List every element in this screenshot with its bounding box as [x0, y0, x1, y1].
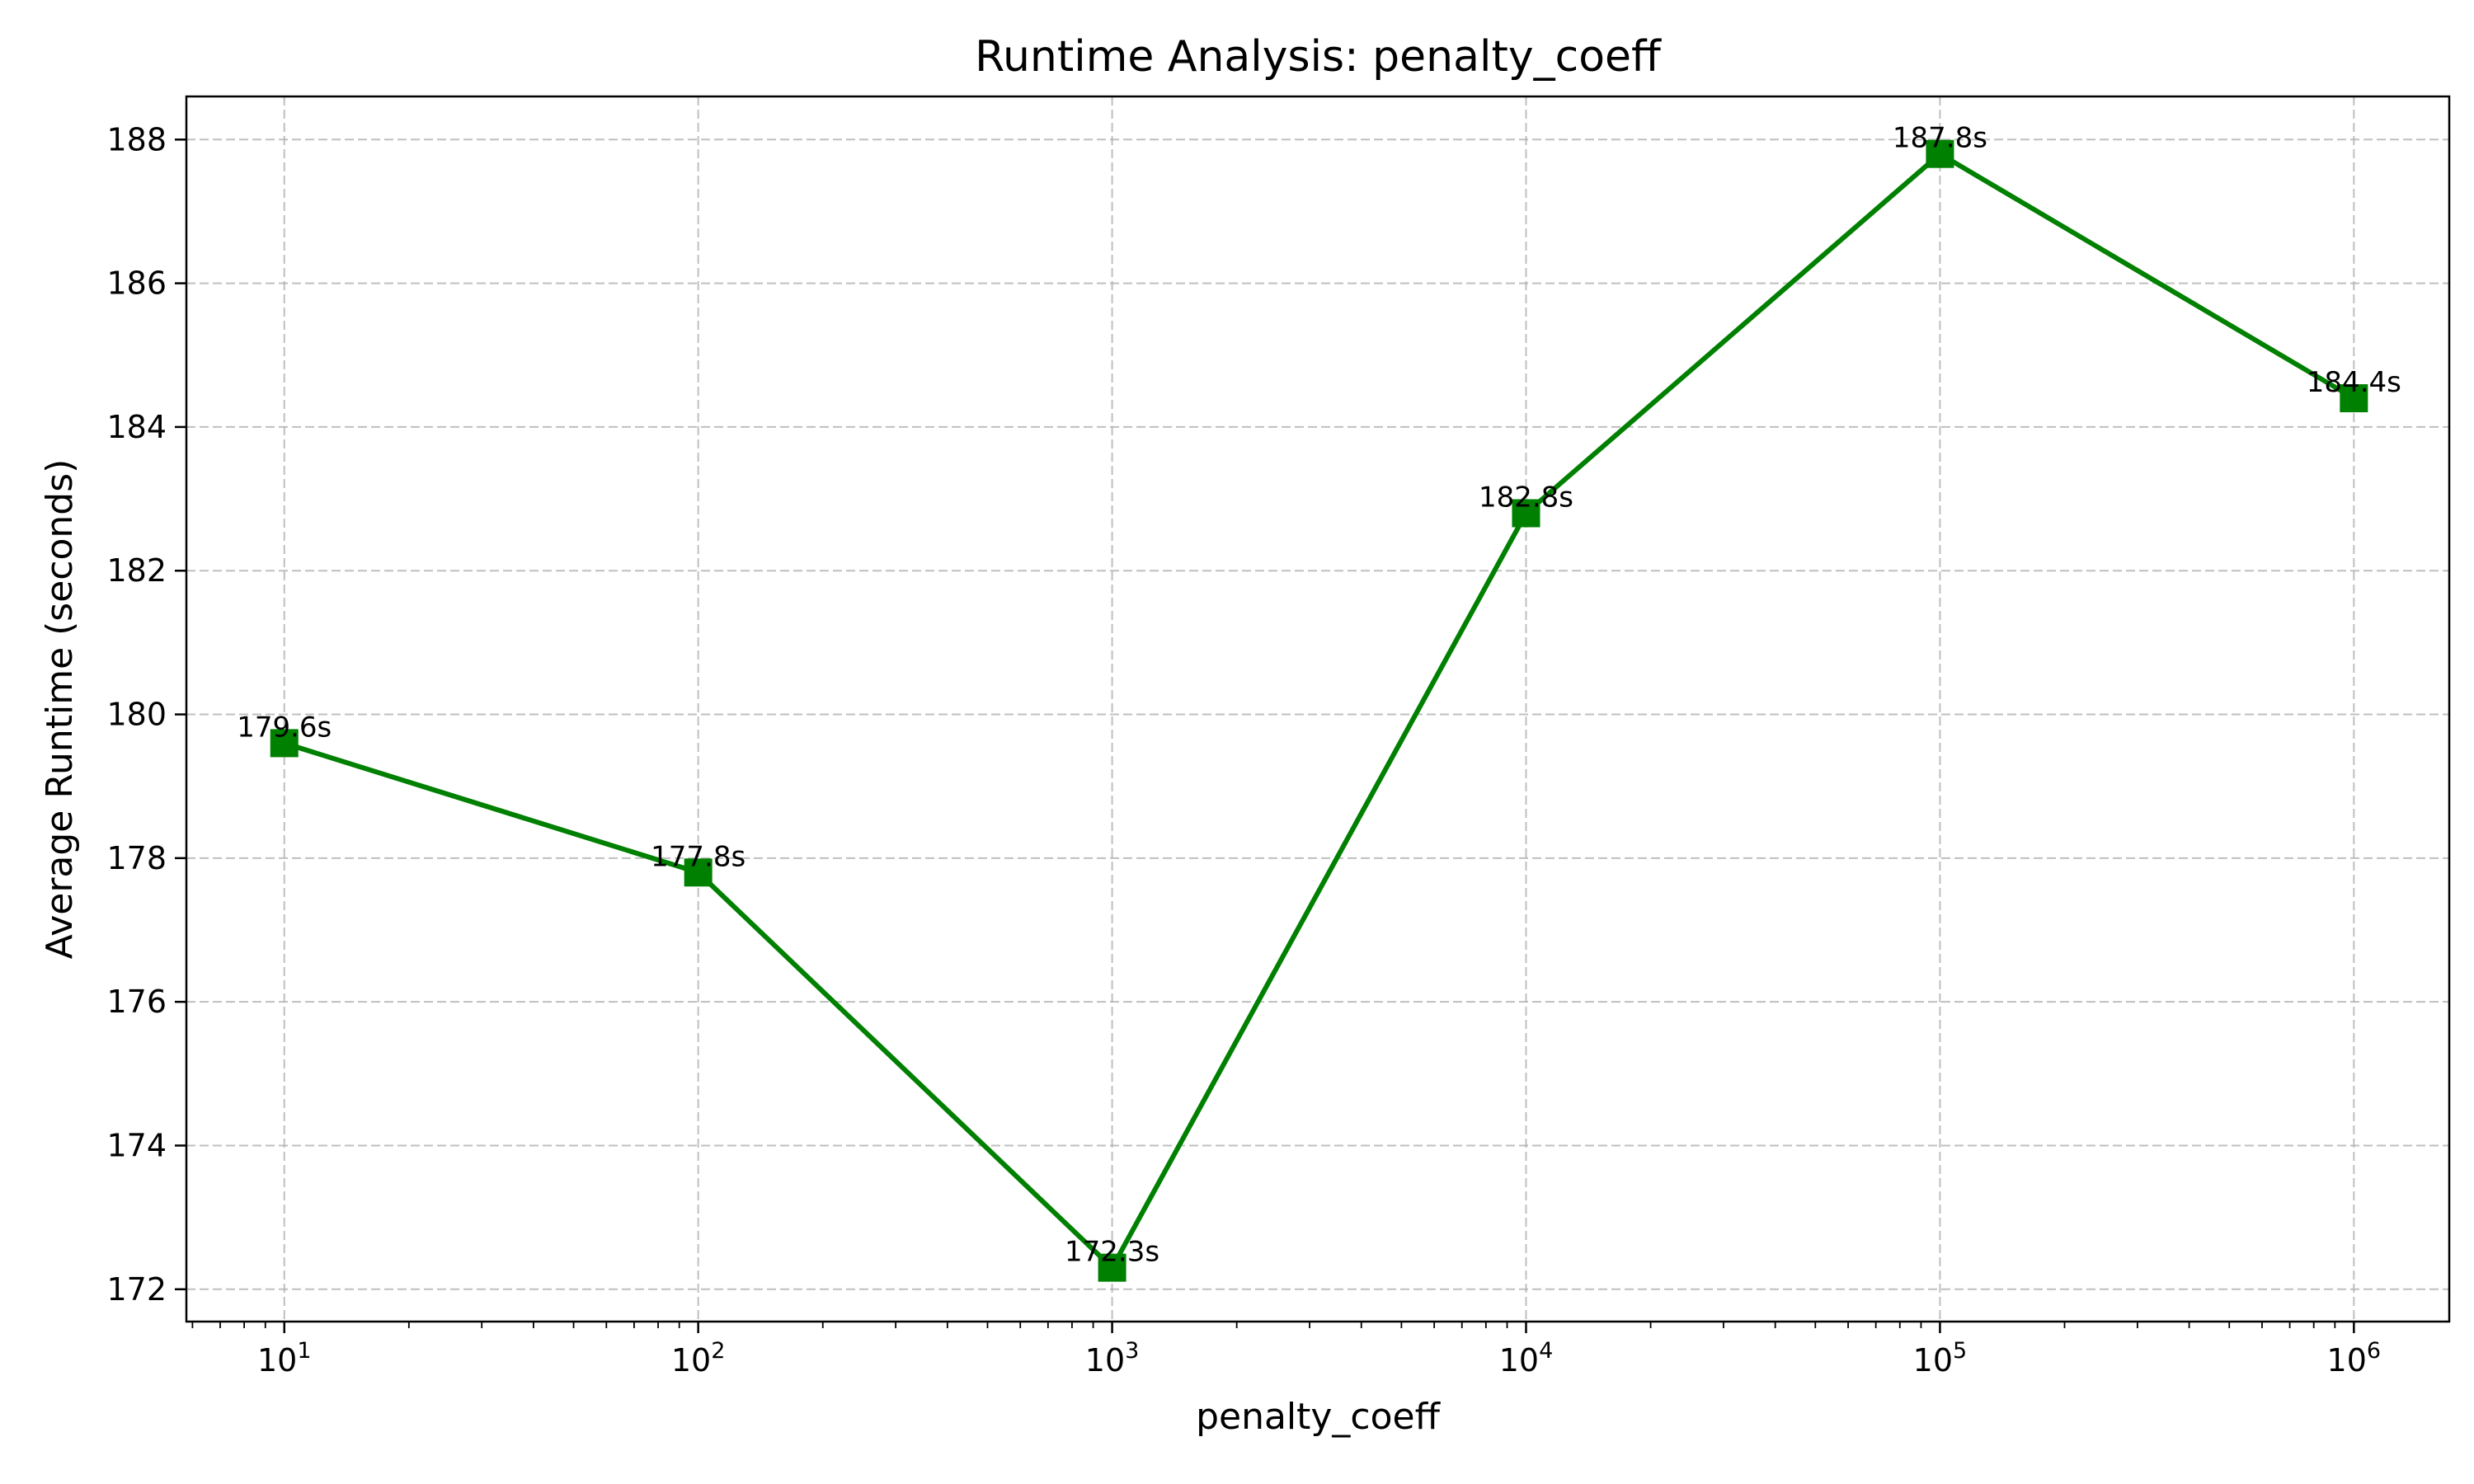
data-label: 182.8s: [1479, 481, 1573, 514]
x-tick-label: 106: [2327, 1338, 2382, 1378]
data-labels: 179.6s 177.8s 172.3s 182.8s 187.8s 184.4s: [237, 122, 2401, 1269]
data-point: [1512, 499, 1540, 528]
y-tick-label: 182: [106, 552, 167, 589]
data-label: 179.6s: [237, 711, 332, 744]
series-line: [283, 151, 2355, 1270]
chart-title: Runtime Analysis: penalty_coeff: [975, 32, 1662, 82]
grid: [186, 96, 2449, 1322]
x-tick-label: 102: [671, 1338, 726, 1378]
y-axis-label: Average Runtime (seconds): [39, 459, 81, 960]
data-point: [684, 858, 713, 887]
data-label: 177.8s: [651, 840, 745, 873]
plot-frame: [185, 95, 2451, 1323]
x-tick-label: 105: [1913, 1338, 1968, 1378]
data-point: [1098, 1253, 1126, 1282]
data-label: 172.3s: [1065, 1236, 1159, 1269]
data-point: [2340, 384, 2368, 413]
y-tick-label: 180: [106, 697, 167, 733]
y-tick-label: 172: [106, 1271, 167, 1308]
ticks: 101 102 103 104 105 106 172 174 176 178 180 182 184 1…: [106, 121, 2381, 1378]
y-tick-label: 186: [106, 265, 167, 302]
x-axis-label: penalty_coeff: [1196, 1396, 1442, 1438]
data-point: [270, 729, 299, 758]
y-tick-label: 174: [106, 1127, 167, 1163]
data-label: 184.4s: [2307, 366, 2401, 399]
y-tick-label: 178: [106, 840, 167, 876]
y-tick-label: 176: [106, 984, 167, 1020]
x-tick-label: 103: [1085, 1338, 1140, 1378]
x-tick-label: 101: [257, 1338, 312, 1378]
data-label: 187.8s: [1893, 122, 1987, 155]
y-tick-label: 184: [106, 409, 167, 445]
data-point: [1926, 139, 1954, 168]
series: [270, 139, 2368, 1282]
y-tick-label: 188: [106, 121, 167, 157]
x-tick-label: 104: [1499, 1338, 1554, 1378]
